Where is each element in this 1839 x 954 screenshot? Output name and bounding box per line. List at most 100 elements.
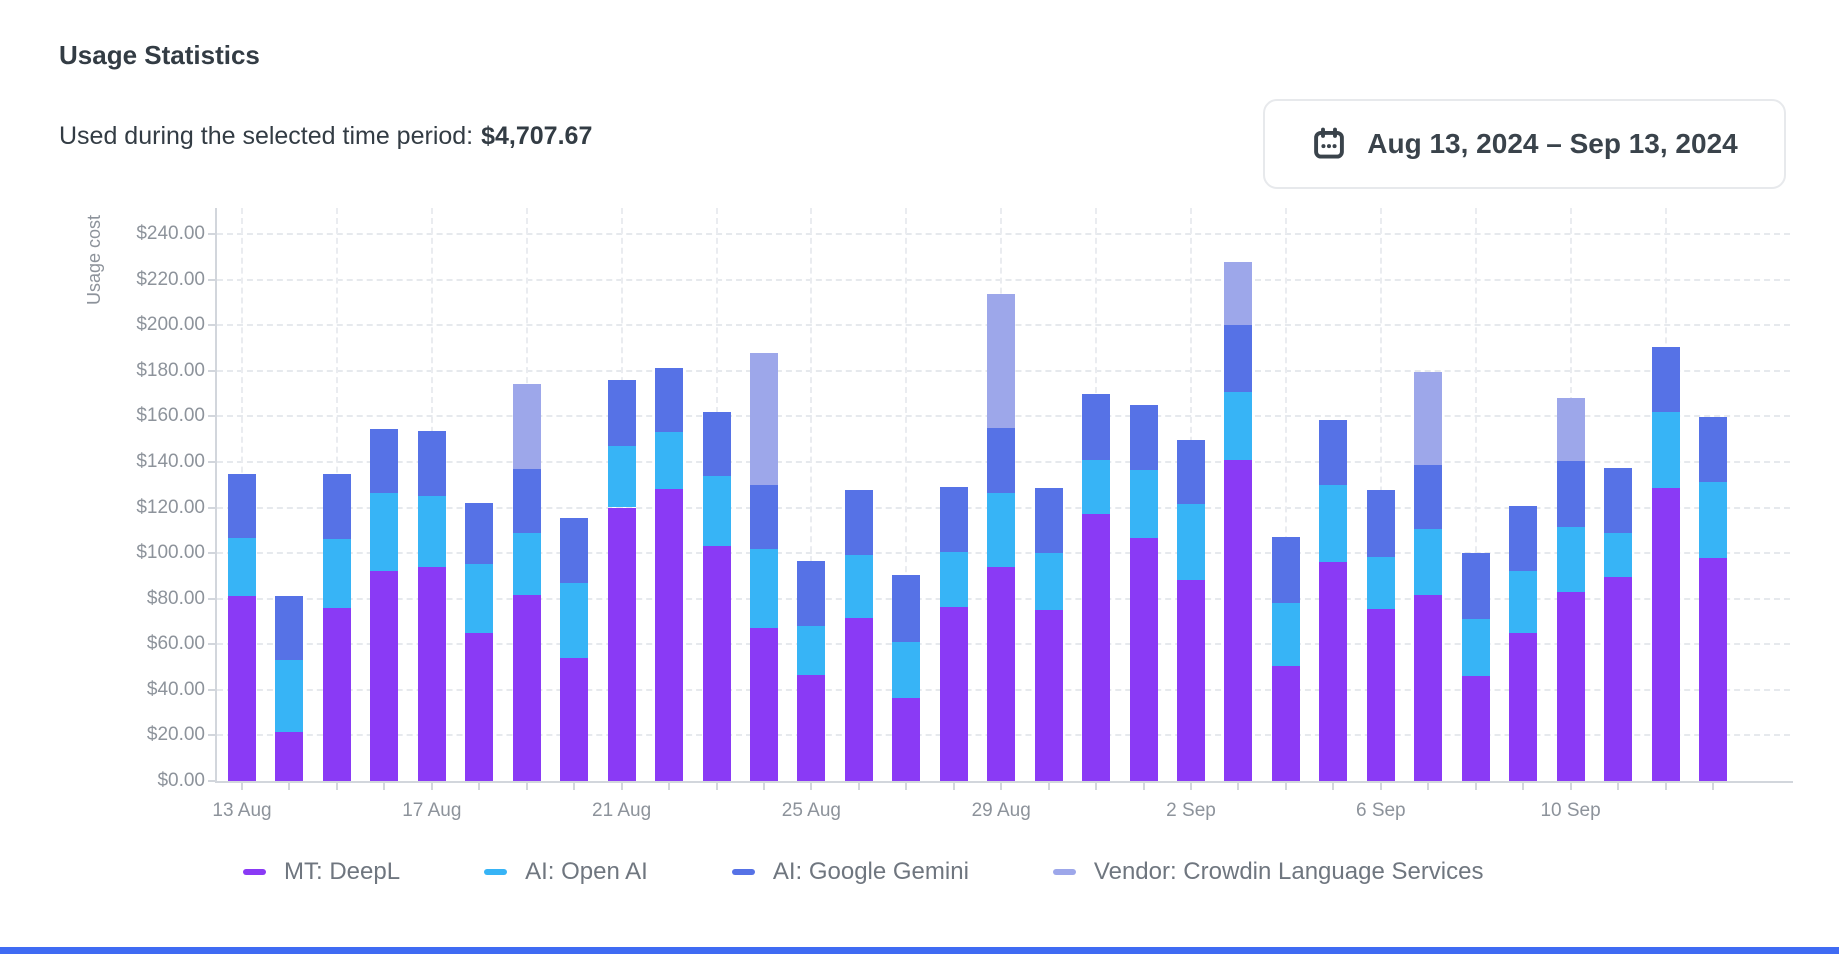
bar-segment-vendor-crowdin-language-services-7-sep[interactable] — [1414, 371, 1443, 466]
bar-segment-vendor-crowdin-language-services-29-aug[interactable] — [987, 294, 1016, 428]
bar-segment-ai-open-ai-11-sep[interactable] — [1604, 532, 1633, 577]
bar-segment-mt-deepl-13-aug[interactable] — [228, 596, 256, 781]
bar-segment-ai-open-ai-25-aug[interactable] — [797, 626, 826, 676]
bar-segment-ai-google-gemini-21-aug[interactable] — [607, 379, 636, 446]
bar-segment-mt-deepl-8-sep[interactable] — [1461, 676, 1490, 781]
bar-segment-mt-deepl-14-aug[interactable] — [275, 731, 304, 781]
bar-segment-mt-deepl-27-aug[interactable] — [892, 697, 921, 781]
bar-segment-ai-open-ai-6-sep[interactable] — [1366, 556, 1395, 609]
bar-segment-mt-deepl-7-sep[interactable] — [1414, 595, 1443, 781]
bar-segment-ai-open-ai-3-sep[interactable] — [1224, 392, 1253, 460]
bar-segment-ai-open-ai-1-sep[interactable] — [1129, 469, 1158, 539]
bar-segment-mt-deepl-4-sep[interactable] — [1271, 665, 1300, 781]
bar-segment-mt-deepl-15-aug[interactable] — [322, 607, 351, 781]
bar-segment-ai-open-ai-20-aug[interactable] — [560, 582, 589, 658]
bar-segment-ai-google-gemini-7-sep[interactable] — [1414, 465, 1443, 530]
bar-segment-ai-open-ai-9-sep[interactable] — [1509, 571, 1538, 633]
bar-segment-ai-open-ai-12-sep[interactable] — [1651, 411, 1680, 489]
bar-segment-ai-open-ai-10-sep[interactable] — [1556, 526, 1585, 592]
bar-segment-mt-deepl-20-aug[interactable] — [560, 657, 589, 781]
bar-segment-ai-open-ai-5-sep[interactable] — [1319, 484, 1348, 563]
bar-segment-mt-deepl-23-aug[interactable] — [702, 546, 731, 781]
bar-segment-ai-google-gemini-29-aug[interactable] — [987, 427, 1016, 493]
bar-segment-ai-google-gemini-22-aug[interactable] — [655, 368, 684, 433]
bar-segment-ai-google-gemini-4-sep[interactable] — [1271, 537, 1300, 604]
bar-segment-ai-open-ai-17-aug[interactable] — [417, 496, 446, 567]
bar-segment-mt-deepl-12-sep[interactable] — [1651, 488, 1680, 781]
bar-segment-ai-google-gemini-8-sep[interactable] — [1461, 553, 1490, 620]
bar-segment-ai-open-ai-13-sep[interactable] — [1698, 482, 1727, 558]
bar-segment-mt-deepl-1-sep[interactable] — [1129, 538, 1158, 781]
bar-segment-mt-deepl-19-aug[interactable] — [512, 595, 541, 781]
bar-segment-ai-google-gemini-6-sep[interactable] — [1366, 490, 1395, 557]
bar-segment-mt-deepl-18-aug[interactable] — [465, 632, 494, 781]
bar-segment-mt-deepl-21-aug[interactable] — [607, 507, 636, 781]
bar-segment-mt-deepl-24-aug[interactable] — [749, 628, 778, 781]
bar-segment-ai-open-ai-4-sep[interactable] — [1271, 603, 1300, 666]
bar-segment-ai-google-gemini-14-aug[interactable] — [275, 596, 304, 661]
bar-segment-vendor-crowdin-language-services-24-aug[interactable] — [749, 352, 778, 485]
bar-segment-ai-open-ai-30-aug[interactable] — [1034, 553, 1063, 611]
bar-segment-ai-open-ai-27-aug[interactable] — [892, 641, 921, 698]
bar-segment-ai-google-gemini-27-aug[interactable] — [892, 574, 921, 642]
bar-segment-ai-google-gemini-17-aug[interactable] — [417, 431, 446, 497]
bar-segment-ai-open-ai-15-aug[interactable] — [322, 539, 351, 608]
bar-segment-ai-google-gemini-13-sep[interactable] — [1698, 417, 1727, 483]
bar-segment-ai-google-gemini-1-sep[interactable] — [1129, 404, 1158, 470]
bar-segment-mt-deepl-22-aug[interactable] — [655, 489, 684, 781]
bar-segment-ai-google-gemini-20-aug[interactable] — [560, 517, 589, 583]
bar-segment-mt-deepl-29-aug[interactable] — [987, 566, 1016, 781]
bar-segment-ai-google-gemini-11-sep[interactable] — [1604, 467, 1633, 533]
bar-segment-ai-google-gemini-12-sep[interactable] — [1651, 346, 1680, 412]
bar-segment-ai-google-gemini-19-aug[interactable] — [512, 468, 541, 533]
bar-segment-ai-open-ai-26-aug[interactable] — [844, 555, 873, 619]
bar-segment-vendor-crowdin-language-services-3-sep[interactable] — [1224, 262, 1253, 326]
bar-segment-mt-deepl-26-aug[interactable] — [844, 618, 873, 781]
date-range-picker[interactable]: Aug 13, 2024 – Sep 13, 2024 — [1263, 99, 1786, 189]
bar-segment-ai-google-gemini-31-aug[interactable] — [1082, 393, 1111, 460]
bar-segment-ai-google-gemini-13-aug[interactable] — [228, 474, 256, 539]
bar-segment-ai-open-ai-8-sep[interactable] — [1461, 619, 1490, 677]
bar-segment-mt-deepl-13-sep[interactable] — [1698, 557, 1727, 781]
bar-segment-ai-google-gemini-2-sep[interactable] — [1177, 440, 1205, 505]
bar-segment-ai-open-ai-18-aug[interactable] — [465, 564, 494, 633]
bar-segment-ai-open-ai-2-sep[interactable] — [1177, 504, 1205, 581]
bar-segment-vendor-crowdin-language-services-19-aug[interactable] — [512, 384, 541, 469]
bar-segment-ai-open-ai-28-aug[interactable] — [939, 551, 968, 607]
bar-segment-ai-google-gemini-16-aug[interactable] — [370, 428, 399, 493]
bar-segment-ai-google-gemini-25-aug[interactable] — [797, 561, 826, 626]
bar-segment-mt-deepl-31-aug[interactable] — [1082, 514, 1111, 781]
bar-segment-mt-deepl-16-aug[interactable] — [370, 571, 399, 781]
bar-segment-ai-google-gemini-18-aug[interactable] — [465, 502, 494, 565]
bar-segment-mt-deepl-9-sep[interactable] — [1509, 632, 1538, 781]
bar-segment-mt-deepl-3-sep[interactable] — [1224, 459, 1253, 781]
bar-segment-mt-deepl-5-sep[interactable] — [1319, 562, 1348, 781]
bar-segment-ai-open-ai-21-aug[interactable] — [607, 445, 636, 508]
bar-segment-ai-open-ai-16-aug[interactable] — [370, 492, 399, 572]
bar-segment-mt-deepl-10-sep[interactable] — [1556, 591, 1585, 781]
bar-segment-ai-open-ai-13-aug[interactable] — [228, 538, 256, 597]
bar-segment-ai-open-ai-31-aug[interactable] — [1082, 459, 1111, 515]
bar-segment-vendor-crowdin-language-services-10-sep[interactable] — [1556, 398, 1585, 461]
bar-segment-ai-open-ai-29-aug[interactable] — [987, 492, 1016, 567]
bar-segment-mt-deepl-17-aug[interactable] — [417, 566, 446, 781]
bar-segment-ai-google-gemini-5-sep[interactable] — [1319, 419, 1348, 485]
bar-segment-mt-deepl-28-aug[interactable] — [939, 606, 968, 781]
bar-segment-ai-google-gemini-26-aug[interactable] — [844, 490, 873, 556]
bar-segment-ai-google-gemini-10-sep[interactable] — [1556, 460, 1585, 527]
bar-segment-ai-open-ai-24-aug[interactable] — [749, 548, 778, 629]
bar-segment-ai-open-ai-19-aug[interactable] — [512, 532, 541, 596]
bar-segment-ai-google-gemini-30-aug[interactable] — [1034, 488, 1063, 554]
bar-segment-ai-open-ai-22-aug[interactable] — [655, 432, 684, 490]
bar-segment-mt-deepl-2-sep[interactable] — [1177, 580, 1205, 781]
bar-segment-ai-google-gemini-9-sep[interactable] — [1509, 506, 1538, 572]
bar-segment-ai-google-gemini-3-sep[interactable] — [1224, 325, 1253, 393]
legend-item-ai-open-ai[interactable]: AI: Open AI — [484, 858, 648, 886]
legend-item-ai-google-gemini[interactable]: AI: Google Gemini — [731, 858, 969, 886]
bar-segment-ai-google-gemini-24-aug[interactable] — [749, 484, 778, 549]
legend-item-vendor-crowdin-language-services[interactable]: Vendor: Crowdin Language Services — [1052, 858, 1483, 886]
bar-segment-mt-deepl-25-aug[interactable] — [797, 675, 826, 781]
bar-segment-ai-open-ai-14-aug[interactable] — [275, 660, 304, 732]
bar-segment-ai-open-ai-23-aug[interactable] — [702, 475, 731, 547]
bar-segment-mt-deepl-6-sep[interactable] — [1366, 608, 1395, 781]
